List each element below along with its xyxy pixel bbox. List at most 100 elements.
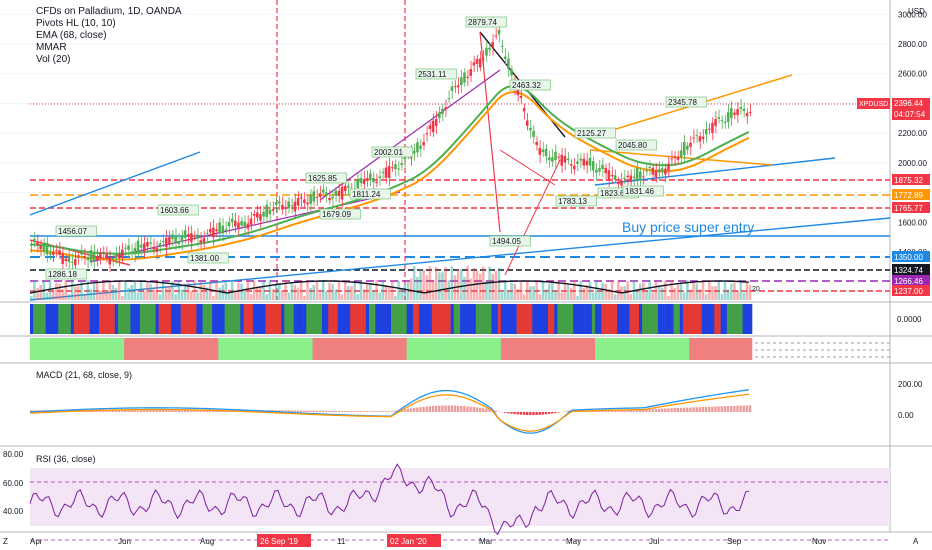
candle-body xyxy=(607,170,611,181)
candle-body xyxy=(726,112,730,123)
osc-strip xyxy=(89,338,94,360)
volume-bar xyxy=(58,283,61,300)
osc-bar xyxy=(143,304,147,334)
volume-bar xyxy=(130,284,133,300)
osc-bar xyxy=(102,304,106,334)
candle-body xyxy=(642,176,645,178)
osc-bar xyxy=(412,304,417,334)
volume-bar xyxy=(102,280,105,300)
osc-bar xyxy=(190,304,194,334)
osc-bar xyxy=(252,304,257,334)
osc-bar xyxy=(541,304,546,334)
osc-bar xyxy=(579,304,583,334)
candle-body xyxy=(397,168,400,170)
osc-strip xyxy=(205,338,210,360)
osc-bar xyxy=(274,304,279,334)
osc-bar xyxy=(397,304,401,334)
osc-strip xyxy=(287,338,291,360)
candle-body xyxy=(535,141,538,146)
volume-bar xyxy=(447,280,451,300)
osc-bar xyxy=(403,304,407,334)
pivot-label: 1494.05 xyxy=(492,237,521,246)
pivot-label: 1286.18 xyxy=(48,270,77,279)
volume-bar xyxy=(441,272,444,300)
candle-body xyxy=(33,238,36,243)
osc-strip xyxy=(682,338,687,360)
osc-bar xyxy=(566,304,571,334)
candle-body xyxy=(717,117,721,119)
osc-bar xyxy=(544,304,549,334)
volume-bar xyxy=(400,287,403,300)
osc-strip xyxy=(99,338,103,360)
macd-histogram-bar xyxy=(456,405,460,412)
osc-strip xyxy=(303,338,307,360)
price-tick: 3000.00 xyxy=(898,10,927,19)
candle-body xyxy=(64,258,68,262)
osc-strip xyxy=(139,338,144,360)
osc-strip xyxy=(343,338,348,360)
macd-histogram-bar xyxy=(403,409,406,412)
volume-bar xyxy=(73,286,77,300)
osc-bar xyxy=(463,304,467,334)
osc-strip xyxy=(80,338,84,360)
candle-body xyxy=(143,243,146,252)
osc-bar xyxy=(290,304,294,334)
candle-body xyxy=(133,248,137,255)
candle-body xyxy=(673,156,677,158)
osc-bar xyxy=(434,304,439,334)
candle-body xyxy=(695,135,699,137)
volume-bar xyxy=(164,286,168,300)
macd-histogram-bar xyxy=(199,409,202,412)
osc-strip xyxy=(720,338,725,360)
candle-body xyxy=(221,225,225,234)
osc-strip xyxy=(660,338,665,360)
osc-strip xyxy=(679,338,684,360)
osc-strip xyxy=(701,338,706,360)
time-tick: Sep xyxy=(727,537,742,546)
candle-body xyxy=(745,112,749,117)
osc-bar xyxy=(601,304,605,334)
osc-bar xyxy=(726,304,731,334)
osc-strip xyxy=(748,338,753,360)
osc-strip xyxy=(186,338,191,360)
osc-strip xyxy=(196,338,200,360)
volume-bar xyxy=(265,294,268,300)
volume-bar xyxy=(277,282,281,300)
corner-right: A xyxy=(913,537,919,546)
candle-body xyxy=(290,205,294,207)
candle-body xyxy=(453,86,457,88)
last-price-tag-bg xyxy=(892,98,930,120)
macd-histogram-bar xyxy=(673,408,676,412)
volume-bar xyxy=(409,278,413,300)
volume-bar xyxy=(99,290,102,300)
osc-bar xyxy=(667,304,671,334)
osc-bar xyxy=(500,304,505,334)
candle-body xyxy=(711,122,714,134)
osc-strip xyxy=(202,338,207,360)
candle-body xyxy=(431,120,435,133)
osc-bar xyxy=(384,304,389,334)
volume-bar xyxy=(372,290,375,300)
candle-body xyxy=(277,201,281,204)
pivot-label: 1823.61 xyxy=(600,189,629,198)
candle-body xyxy=(714,119,717,126)
osc-bar xyxy=(507,304,511,334)
volume-bar xyxy=(726,289,730,300)
osc-strip xyxy=(739,338,743,360)
candles xyxy=(30,24,752,273)
macd-histogram-bar xyxy=(416,407,419,412)
osc-bar xyxy=(525,304,530,334)
level-tag-bg xyxy=(892,285,930,296)
candle-body xyxy=(422,141,425,146)
volume-bar xyxy=(227,292,231,300)
osc-bar xyxy=(127,304,131,334)
macd-histogram-bar xyxy=(287,410,290,412)
macd-histogram-bar xyxy=(739,405,742,412)
osc-bar xyxy=(428,304,433,334)
osc-bar xyxy=(739,304,743,334)
osc-bar xyxy=(51,304,56,334)
macd-histogram-bar xyxy=(419,407,422,412)
osc-strip xyxy=(394,338,398,360)
macd-histogram-bar xyxy=(522,412,526,415)
osc-bar xyxy=(504,304,508,334)
